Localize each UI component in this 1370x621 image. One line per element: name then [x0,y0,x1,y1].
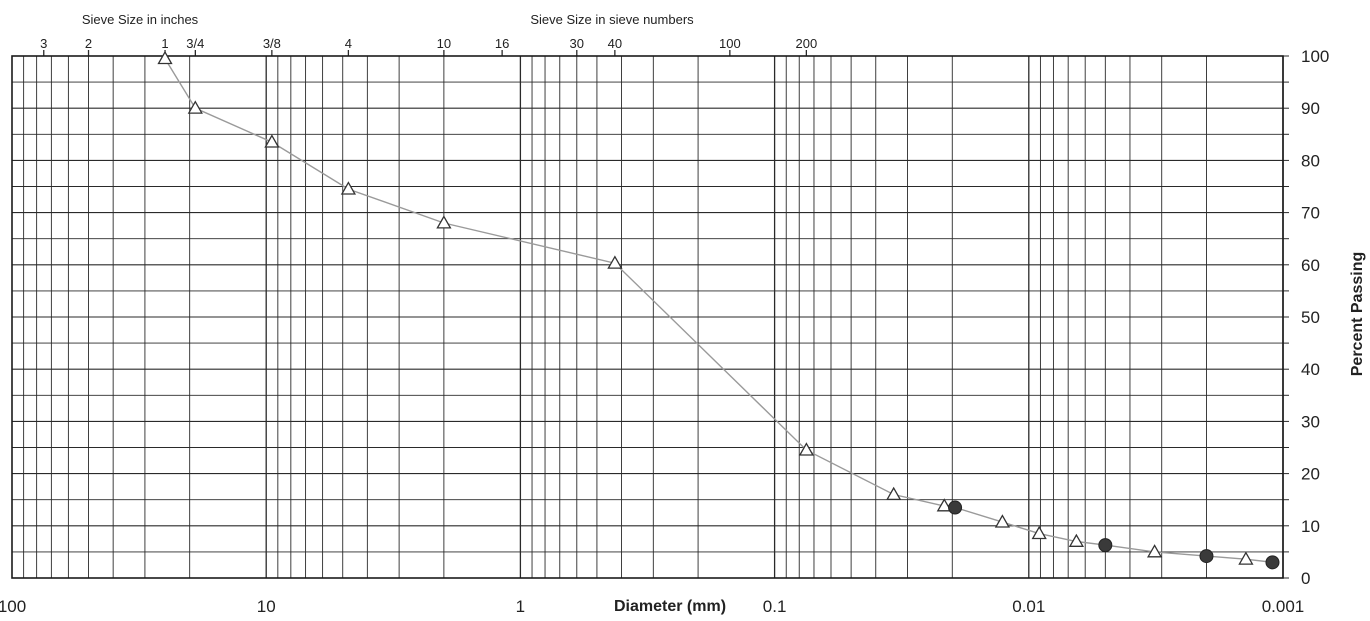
sieve-size-label: 30 [570,36,584,51]
sieve-size-label: 2 [85,36,92,51]
y-tick-label: 90 [1301,99,1320,118]
sieve-size-label: 200 [796,36,818,51]
plot-frame [11,55,1284,579]
hydrometer-data-point [1199,549,1214,564]
series-layer [157,50,1280,570]
sieve-size-label: 3 [40,36,47,51]
x-tick-label: 0.1 [763,597,787,616]
sieve-size-label: 4 [345,36,352,51]
y-tick-label: 30 [1301,412,1320,431]
sieve-data-point [264,134,280,148]
y-tick-label: 40 [1301,360,1320,379]
top-axis-title-numbers: Sieve Size in sieve numbers [530,12,694,27]
y-axis-label: Percent Passing [1349,252,1366,377]
y-tick-label: 100 [1301,47,1329,66]
x-tick-label: 0.01 [1012,597,1045,616]
sieve-data-point [436,215,452,229]
y-tick-label: 10 [1301,517,1320,536]
grid-layer [12,50,1289,579]
x-axis-label: Diameter (mm) [614,598,726,615]
sieve-data-point [607,255,623,269]
sieve-size-label: 100 [719,36,741,51]
x-tick-label: 0.001 [1262,597,1305,616]
y-tick-label: 60 [1301,256,1320,275]
sieve-size-label: 1 [161,36,168,51]
y-tick-label: 20 [1301,465,1320,484]
sieve-data-point [798,442,815,456]
hydrometer-data-point [948,500,963,515]
x-tick-label: 100 [0,597,26,616]
sieve-data-point [1068,533,1085,547]
sieve-data-point [886,486,902,501]
hydrometer-data-point [1098,538,1113,553]
top-axis-title-inches: Sieve Size in inches [82,12,199,27]
sieve-size-label: 16 [495,36,509,51]
sieve-data-point [187,100,203,114]
sieve-data-point [994,514,1011,528]
hydrometer-data-point [1265,555,1280,570]
x-tick-label: 10 [257,597,276,616]
sieve-size-label: 3/4 [186,36,204,51]
x-tick-label: 1 [516,597,525,616]
sieve-size-label: 3/8 [263,36,281,51]
y-tick-label: 50 [1301,308,1320,327]
y-tick-label: 70 [1301,204,1320,223]
y-tick-label: 0 [1301,569,1310,588]
sieve-data-point [1031,525,1047,540]
sieve-data-point [1238,551,1254,565]
sieve-data-point [340,181,357,195]
y-tick-label: 80 [1301,151,1320,170]
sieve-data-point [936,498,952,512]
label-layer: 100 10 1 0.1 0.01 0.001 0 10 20 30 40 50 60 70 80 90 100… [0,36,1329,616]
sieve-size-label: 10 [437,36,451,51]
sieve-data-point [1146,544,1163,558]
sieve-data-point [157,50,173,65]
sieve-size-label: 40 [608,36,622,51]
